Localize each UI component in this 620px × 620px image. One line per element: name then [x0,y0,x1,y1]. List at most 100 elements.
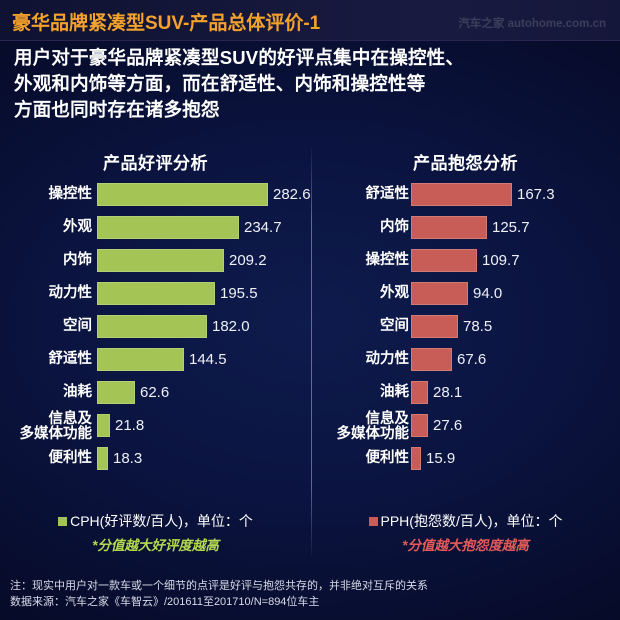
praise-category-label: 外观 [63,219,92,235]
complaint-value-label: 15.9 [426,450,456,467]
praise-category-label: 便利性 [48,450,93,466]
praise-value-label: 209.2 [229,252,267,269]
complaint-value-label: 109.7 [482,252,520,269]
praise-legend: CPH(好评数/百人)，单位：个 *分值越大好评度越高 [0,512,311,554]
complaint-bar [411,447,421,470]
complaint-row: 空间 78.5 [311,310,620,343]
complaint-category-label: 油耗 [380,384,409,400]
praise-bar [97,216,239,239]
praise-bar [97,249,224,272]
complaint-row: 舒适性 167.3 [311,178,620,211]
praise-row: 舒适性 144.5 [0,343,311,376]
praise-category-label: 信息及 多媒体功能 [19,410,93,442]
complaint-category-label: 操控性 [365,252,410,268]
praise-row: 空间 182.0 [0,310,311,343]
complaint-category-label: 舒适性 [365,186,410,202]
praise-category-label: 油耗 [63,384,92,400]
praise-row: 操控性 282.6 [0,178,311,211]
complaint-bar [411,381,428,404]
footnote-line-1: 注：现实中用户对一款车或一个细节的点评是好评与抱怨共存的，并非绝对互斥的关系 [10,580,428,592]
complaint-value-label: 28.1 [433,384,463,401]
praise-row: 油耗 62.6 [0,376,311,409]
praise-value-label: 195.5 [220,285,258,302]
praise-category-label: 空间 [63,318,92,334]
praise-bar [97,447,108,470]
praise-category-label: 动力性 [48,285,93,301]
complaint-legend-label: PPH(抱怨数/百人)，单位：个 [380,513,563,529]
praise-category-label: 操控性 [48,186,93,202]
panel-divider [311,148,312,556]
praise-row: 内饰 209.2 [0,244,311,277]
complaint-category-label: 动力性 [365,351,410,367]
praise-bar [97,381,135,404]
praise-value-label: 234.7 [244,219,282,236]
praise-row: 外观 234.7 [0,211,311,244]
complaint-chart-title: 产品抱怨分析 [413,154,518,173]
complaint-legend: PPH(抱怨数/百人)，单位：个 *分值越大抱怨度越高 [311,512,620,554]
praise-bar [97,282,215,305]
praise-bar [97,315,207,338]
complaint-category-label: 内饰 [380,219,409,235]
praise-legend-note: *分值越大好评度越高 [92,538,219,553]
praise-bar [97,348,184,371]
complaint-row: 便利性 15.9 [311,442,620,475]
autohome-watermark: 汽车之家 autohome.com.cn [458,18,606,30]
complaint-value-label: 125.7 [492,219,530,236]
complaint-row: 动力性 67.6 [311,343,620,376]
praise-bar [97,183,268,206]
complaint-category-label: 外观 [380,285,409,301]
complaint-bar [411,282,468,305]
summary-text: 用户对于豪华品牌紧凑型SUV的好评点集中在操控性、 外观和内饰等方面，而在舒适性… [14,45,610,123]
complaint-category-label: 信息及 多媒体功能 [336,410,410,442]
praise-chart-panel: 产品好评分析 操控性 282.6 外观 234.7 内饰 209.2 动力性 195.5 空间 1… [0,140,311,540]
praise-row: 便利性 18.3 [0,442,311,475]
footnotes: 注：现实中用户对一款车或一个细节的点评是好评与抱怨共存的，并非绝对互斥的关系 数… [10,578,614,610]
complaint-value-label: 94.0 [473,285,503,302]
complaint-bar [411,183,512,206]
green-square-icon [58,517,68,526]
complaint-value-label: 67.6 [457,351,487,368]
praise-value-label: 182.0 [212,318,250,335]
header-bar: 豪华品牌紧凑型SUV-产品总体评价-1 汽车之家 autohome.com.cn [0,0,620,41]
complaint-bar [411,249,477,272]
complaint-bar [411,315,458,338]
complaint-bar [411,216,487,239]
praise-legend-line: CPH(好评数/百人)，单位：个 [0,512,311,531]
complaint-bar-chart: 舒适性 167.3 内饰 125.7 操控性 109.7 外观 94.0 空间 78.5 动力性 67… [311,178,620,475]
praise-value-label: 18.3 [113,450,143,467]
praise-category-label: 内饰 [63,252,92,268]
praise-bar-chart: 操控性 282.6 外观 234.7 内饰 209.2 动力性 195.5 空间 182.0 舒适性… [0,178,311,475]
praise-legend-label: CPH(好评数/百人)，单位：个 [70,513,253,529]
summary-line-3: 方面也同时存在诸多抱怨 [14,99,220,120]
footnote-line-2: 数据来源：汽车之家《车智云》/201611至201710/N=894位车主 [10,596,320,608]
complaint-row: 外观 94.0 [311,277,620,310]
complaint-legend-note: *分值越大抱怨度越高 [402,538,529,553]
complaint-category-label: 空间 [380,318,409,334]
complaint-value-label: 27.6 [433,417,463,434]
complaint-chart-panel: 产品抱怨分析 舒适性 167.3 内饰 125.7 操控性 109.7 外观 94.0 空间 78… [311,140,620,540]
praise-value-label: 144.5 [189,351,227,368]
praise-category-label: 舒适性 [48,351,93,367]
complaint-category-label: 便利性 [365,450,410,466]
praise-chart-title: 产品好评分析 [103,154,208,173]
page-title: 豪华品牌紧凑型SUV-产品总体评价-1 [12,13,321,34]
complaint-value-label: 167.3 [517,186,555,203]
complaint-row: 油耗 28.1 [311,376,620,409]
summary-line-2: 外观和内饰等方面，而在舒适性、内饰和操控性等 [14,73,426,94]
praise-row: 信息及 多媒体功能 21.8 [0,409,311,442]
complaint-bar [411,414,428,437]
praise-value-label: 21.8 [115,417,145,434]
complaint-legend-line: PPH(抱怨数/百人)，单位：个 [311,512,620,531]
summary-line-1: 用户对于豪华品牌紧凑型SUV的好评点集中在操控性、 [14,47,465,68]
complaint-row: 信息及 多媒体功能 27.6 [311,409,620,442]
complaint-value-label: 78.5 [463,318,493,335]
praise-value-label: 62.6 [140,384,170,401]
complaint-bar [411,348,452,371]
complaint-row: 操控性 109.7 [311,244,620,277]
praise-bar [97,414,110,437]
praise-row: 动力性 195.5 [0,277,311,310]
red-square-icon [368,517,378,526]
praise-value-label: 282.6 [273,186,311,203]
complaint-row: 内饰 125.7 [311,211,620,244]
